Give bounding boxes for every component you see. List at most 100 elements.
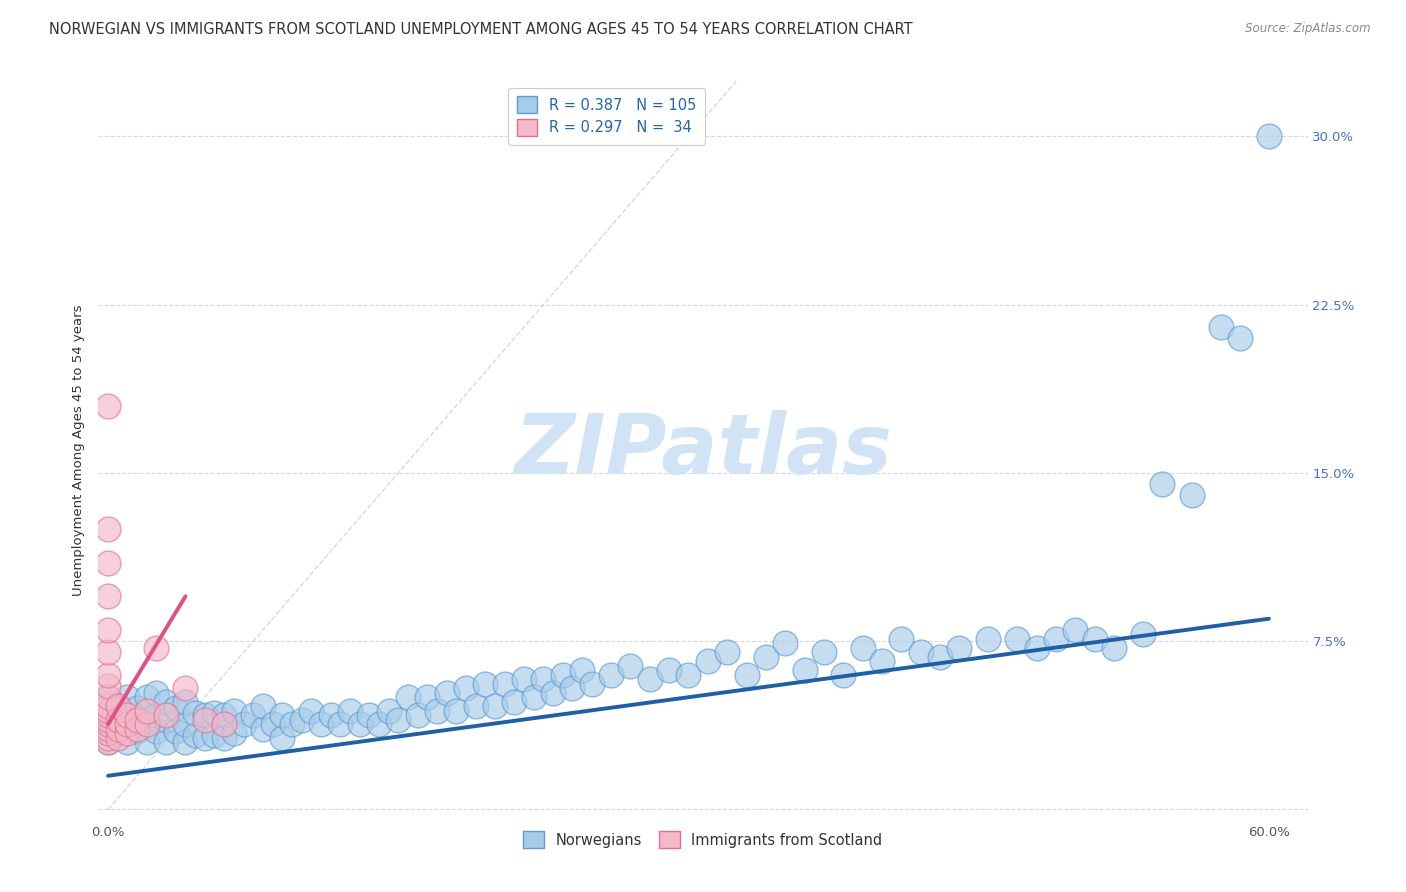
Point (368, 717, 391, 731)
Point (454, 681, 477, 696)
Point (97, 623, 120, 637)
Point (387, 713, 409, 727)
Point (135, 717, 157, 731)
Point (212, 731, 235, 745)
Point (97, 726, 120, 740)
Point (581, 677, 603, 691)
Point (107, 699, 129, 714)
Point (1229, 331, 1251, 345)
Point (97, 522, 120, 536)
Point (135, 704, 157, 718)
Point (1084, 632, 1107, 646)
Point (117, 717, 139, 731)
Point (910, 645, 932, 659)
Point (204, 728, 226, 742)
Point (165, 701, 187, 715)
Point (1180, 488, 1202, 502)
Point (97, 699, 120, 714)
Point (852, 640, 875, 655)
Point (204, 706, 226, 720)
Point (1025, 640, 1047, 655)
Point (396, 690, 419, 705)
Point (870, 654, 893, 668)
Point (117, 735, 139, 749)
Text: Source: ZipAtlas.com: Source: ZipAtlas.com (1246, 22, 1371, 36)
Point (145, 686, 167, 700)
Point (97, 713, 120, 727)
Point (494, 677, 516, 691)
Point (194, 731, 217, 745)
Point (155, 695, 177, 709)
Point (359, 708, 381, 723)
Point (252, 722, 274, 736)
Point (117, 726, 139, 740)
Point (222, 726, 245, 740)
Text: NORWEGIAN VS IMMIGRANTS FROM SCOTLAND UNEMPLOYMENT AMONG AGES 45 TO 54 YEARS COR: NORWEGIAN VS IMMIGRANTS FROM SCOTLAND UN… (49, 22, 912, 37)
Point (97, 589, 120, 603)
Point (464, 699, 486, 714)
Point (813, 645, 835, 659)
Point (890, 632, 912, 646)
Y-axis label: Unemployment Among Ages 45 to 54 years: Unemployment Among Ages 45 to 54 years (72, 305, 86, 596)
Point (1209, 320, 1232, 334)
Point (97, 645, 120, 659)
Point (1007, 632, 1029, 646)
Point (107, 722, 129, 736)
Point (1132, 627, 1154, 641)
Point (638, 673, 661, 687)
Point (155, 713, 177, 727)
Point (127, 723, 149, 738)
Point (212, 708, 235, 723)
Point (271, 731, 294, 745)
Point (97, 722, 120, 736)
Point (97, 690, 120, 705)
Point (97, 556, 120, 570)
Point (135, 735, 157, 749)
Point (503, 695, 526, 709)
Point (97, 708, 120, 723)
Point (127, 713, 149, 727)
Point (184, 728, 207, 742)
Point (97, 717, 120, 731)
Point (339, 704, 361, 718)
Point (97, 713, 120, 727)
Point (165, 723, 187, 738)
Point (319, 708, 342, 723)
Point (446, 704, 468, 718)
Point (571, 663, 593, 677)
Point (755, 649, 778, 664)
Point (484, 699, 506, 714)
Point (97, 735, 120, 749)
Point (436, 686, 458, 700)
Point (832, 668, 855, 682)
Point (117, 713, 139, 727)
Point (127, 701, 149, 715)
Point (541, 686, 564, 700)
Point (523, 690, 546, 705)
Point (145, 708, 167, 723)
Point (107, 723, 129, 738)
Point (513, 673, 536, 687)
Point (107, 731, 129, 745)
Point (145, 640, 167, 655)
Point (1152, 477, 1174, 491)
Point (97, 704, 120, 718)
Point (977, 632, 1000, 646)
Point (1045, 632, 1067, 646)
Point (174, 735, 197, 749)
Point (222, 704, 245, 718)
Point (299, 704, 322, 718)
Point (309, 717, 332, 731)
Point (135, 690, 157, 705)
Point (531, 673, 554, 687)
Point (252, 699, 274, 714)
Point (174, 717, 197, 731)
Point (232, 717, 254, 731)
Point (793, 663, 815, 677)
Point (97, 399, 120, 413)
Point (329, 717, 352, 731)
Point (426, 704, 449, 718)
Point (1064, 623, 1087, 637)
Point (97, 690, 120, 705)
Point (281, 717, 304, 731)
